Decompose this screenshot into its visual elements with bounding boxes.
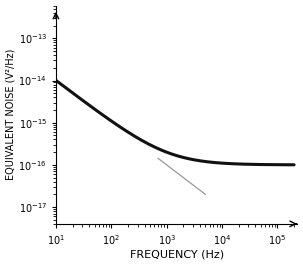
X-axis label: FREQUENCY (Hz): FREQUENCY (Hz) [130,249,224,259]
Y-axis label: EQUIVALENT NOISE (V²/Hz): EQUIVALENT NOISE (V²/Hz) [5,49,15,180]
